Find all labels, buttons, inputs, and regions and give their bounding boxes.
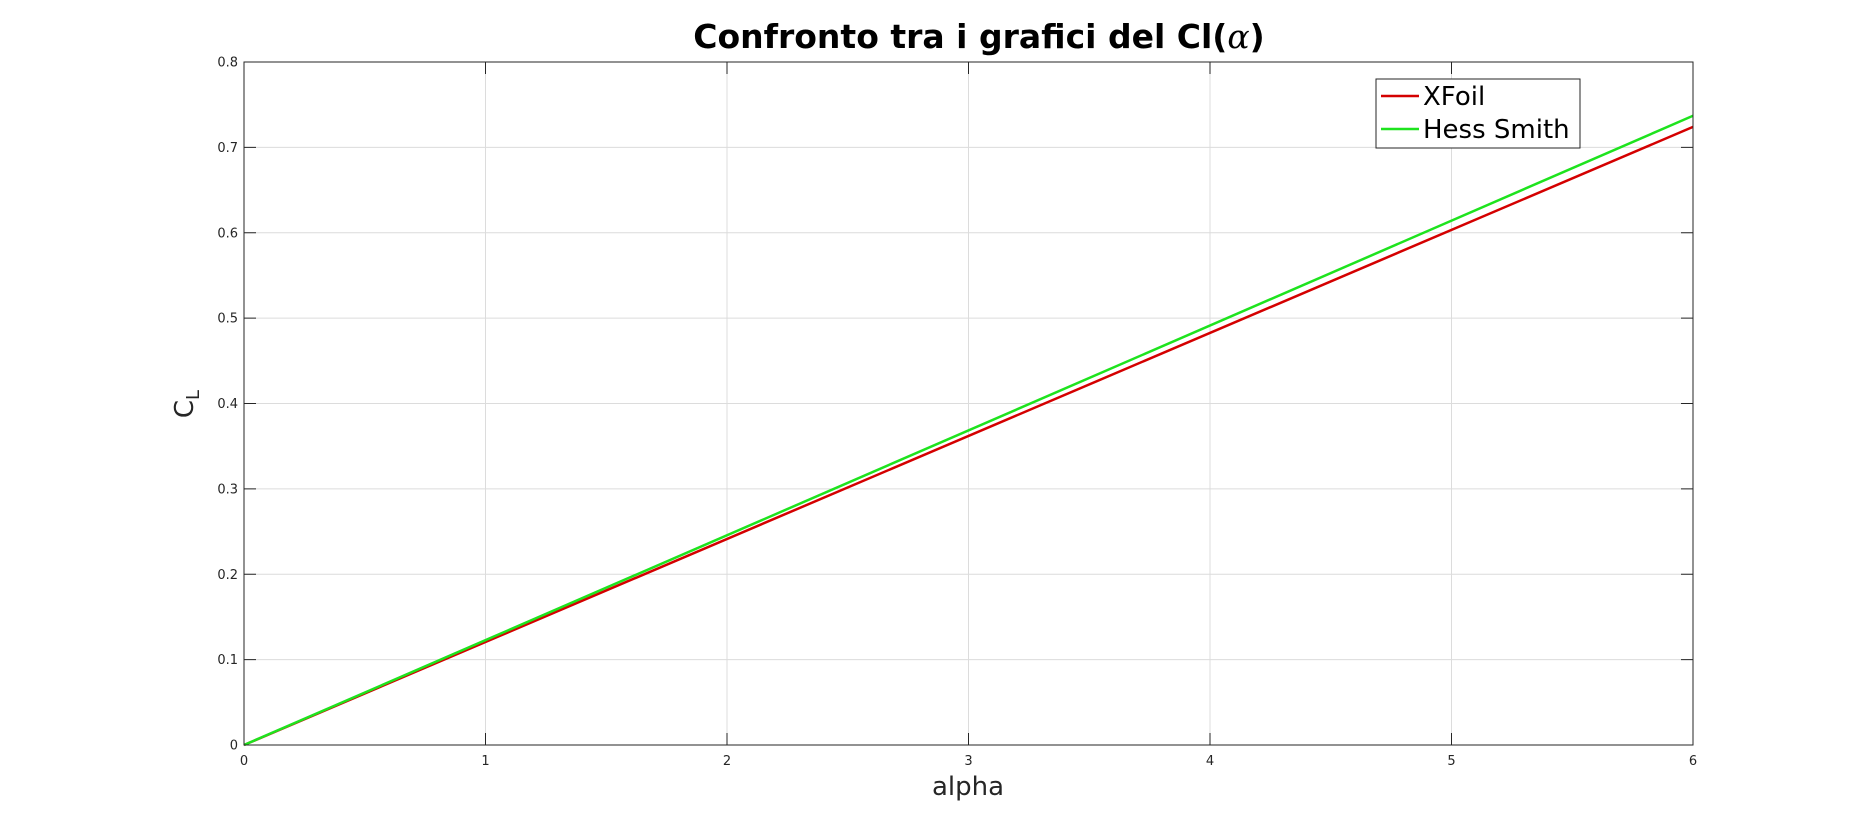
legend-label: XFoil — [1423, 82, 1485, 112]
series-line-xfoil — [243, 125, 1694, 747]
x-tick-label: 6 — [1689, 754, 1697, 769]
tick-labels: 0 1 2 3 4 5 6 0 0.1 0.2 0.3 0.4 0.5 0.6 0.7 0.8 — [217, 56, 1697, 770]
grid — [244, 62, 1693, 745]
series-lines — [243, 114, 1694, 747]
x-tick-label: 0 — [240, 754, 248, 769]
y-tick-label: 0.8 — [217, 56, 238, 71]
y-tick-label: 0.3 — [217, 482, 238, 497]
x-axis-label: alpha — [932, 772, 1004, 802]
y-tick-label: 0.5 — [217, 312, 238, 327]
y-axis-label-sub: L — [183, 390, 204, 400]
x-tick-label: 2 — [723, 754, 731, 769]
y-tick-label: 0.1 — [217, 653, 238, 668]
chart-title-main: Confronto tra i grafici del Cl( — [693, 17, 1227, 56]
chart-title-end: ) — [1250, 17, 1265, 56]
legend-label: Hess Smith — [1423, 115, 1570, 145]
y-tick-label: 0.2 — [217, 568, 238, 583]
plot-frame — [243, 61, 1694, 746]
y-tick-label: 0.4 — [217, 397, 238, 412]
x-tick-label: 3 — [964, 754, 972, 769]
chart-title-symbol: α — [1227, 17, 1249, 56]
series-line-hess-smith — [243, 114, 1694, 747]
y-tick-label: 0 — [230, 739, 238, 754]
y-tick-label: 0.7 — [217, 141, 238, 156]
x-tick-label: 4 — [1206, 754, 1214, 769]
chart-title: Confronto tra i grafici del Cl(α) — [693, 17, 1265, 56]
x-tick-label: 1 — [481, 754, 489, 769]
y-tick-label: 0.6 — [217, 226, 238, 241]
legend-box — [1375, 78, 1581, 149]
y-axis-label-main: C — [170, 400, 200, 418]
x-tick-label: 5 — [1447, 754, 1455, 769]
y-axis-label: CL — [170, 390, 204, 418]
